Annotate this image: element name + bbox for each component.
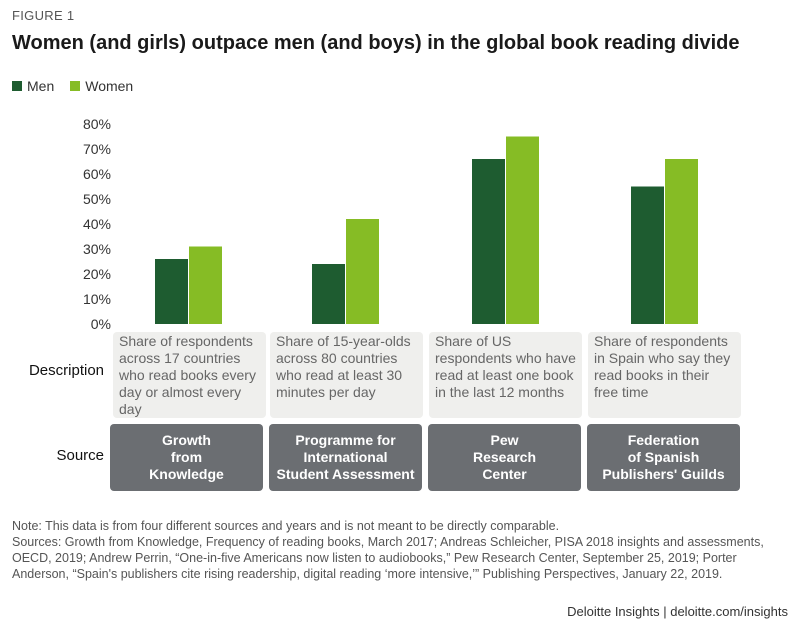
- bar-men-3: [472, 159, 505, 324]
- bar-women-4: [665, 159, 698, 324]
- bar-men-2: [312, 264, 345, 324]
- notes: Note: This data is from four different s…: [12, 518, 792, 582]
- bar-women-2: [346, 219, 379, 324]
- source-label-3: Pew Research Center: [472, 432, 537, 482]
- y-tick-label: 40%: [83, 216, 111, 232]
- legend-item-men: Men: [12, 78, 54, 94]
- chart-title: Women (and girls) outpace men (and boys)…: [12, 32, 740, 54]
- bar-men-4: [631, 186, 664, 324]
- source-box-4: Federation of Spanish Publishers' Guilds: [587, 424, 740, 491]
- source-row-label: Source: [56, 447, 104, 464]
- sources-text: Sources: Growth from Knowledge, Frequenc…: [12, 535, 764, 581]
- source-box-3: Pew Research Center: [428, 424, 581, 491]
- source-label-4: Federation of Spanish Publishers' Guilds: [602, 432, 725, 482]
- bar-chart: 0% 10% 20% 30% 40% 50% 60% 70% 80%: [83, 116, 698, 332]
- legend-item-women: Women: [70, 78, 133, 94]
- source-label-2: Programme for International Student Asse…: [276, 432, 415, 482]
- source-box-2: Programme for International Student Asse…: [269, 424, 422, 491]
- source-box-1: Growth from Knowledge: [110, 424, 263, 491]
- description-row-label: Description: [28, 362, 104, 379]
- y-tick-label: 70%: [83, 141, 111, 157]
- note-text: Note: This data is from four different s…: [12, 519, 560, 533]
- description-box-4: Share of respondents in Spain who say th…: [588, 332, 741, 418]
- y-tick-label: 60%: [83, 166, 111, 182]
- legend: Men Women: [12, 78, 133, 94]
- bar-women-3: [506, 136, 539, 324]
- description-box-3: Share of US respondents who have read at…: [429, 332, 582, 418]
- footer-credit: Deloitte Insights | deloitte.com/insight…: [567, 604, 788, 619]
- y-tick-label: 50%: [83, 191, 111, 207]
- y-tick-label: 10%: [83, 291, 111, 307]
- y-tick-label: 20%: [83, 266, 111, 282]
- y-tick-label: 80%: [83, 116, 111, 132]
- figure-label: FIGURE 1: [12, 8, 75, 23]
- legend-swatch-women: [70, 81, 81, 91]
- bars: [155, 136, 698, 324]
- y-tick-label: 0%: [91, 316, 111, 332]
- legend-label-men: Men: [27, 78, 55, 94]
- description-box-2: Share of 15-year-olds across 80 countrie…: [270, 332, 423, 418]
- legend-label-women: Women: [85, 78, 134, 94]
- bar-men-1: [155, 259, 188, 324]
- source-label-1: Growth from Knowledge: [149, 432, 224, 482]
- bar-women-1: [189, 246, 222, 324]
- description-box-1: Share of respondents across 17 countries…: [113, 332, 266, 418]
- y-tick-label: 30%: [83, 241, 111, 257]
- legend-swatch-men: [12, 81, 22, 91]
- y-axis: 0% 10% 20% 30% 40% 50% 60% 70% 80%: [83, 116, 111, 332]
